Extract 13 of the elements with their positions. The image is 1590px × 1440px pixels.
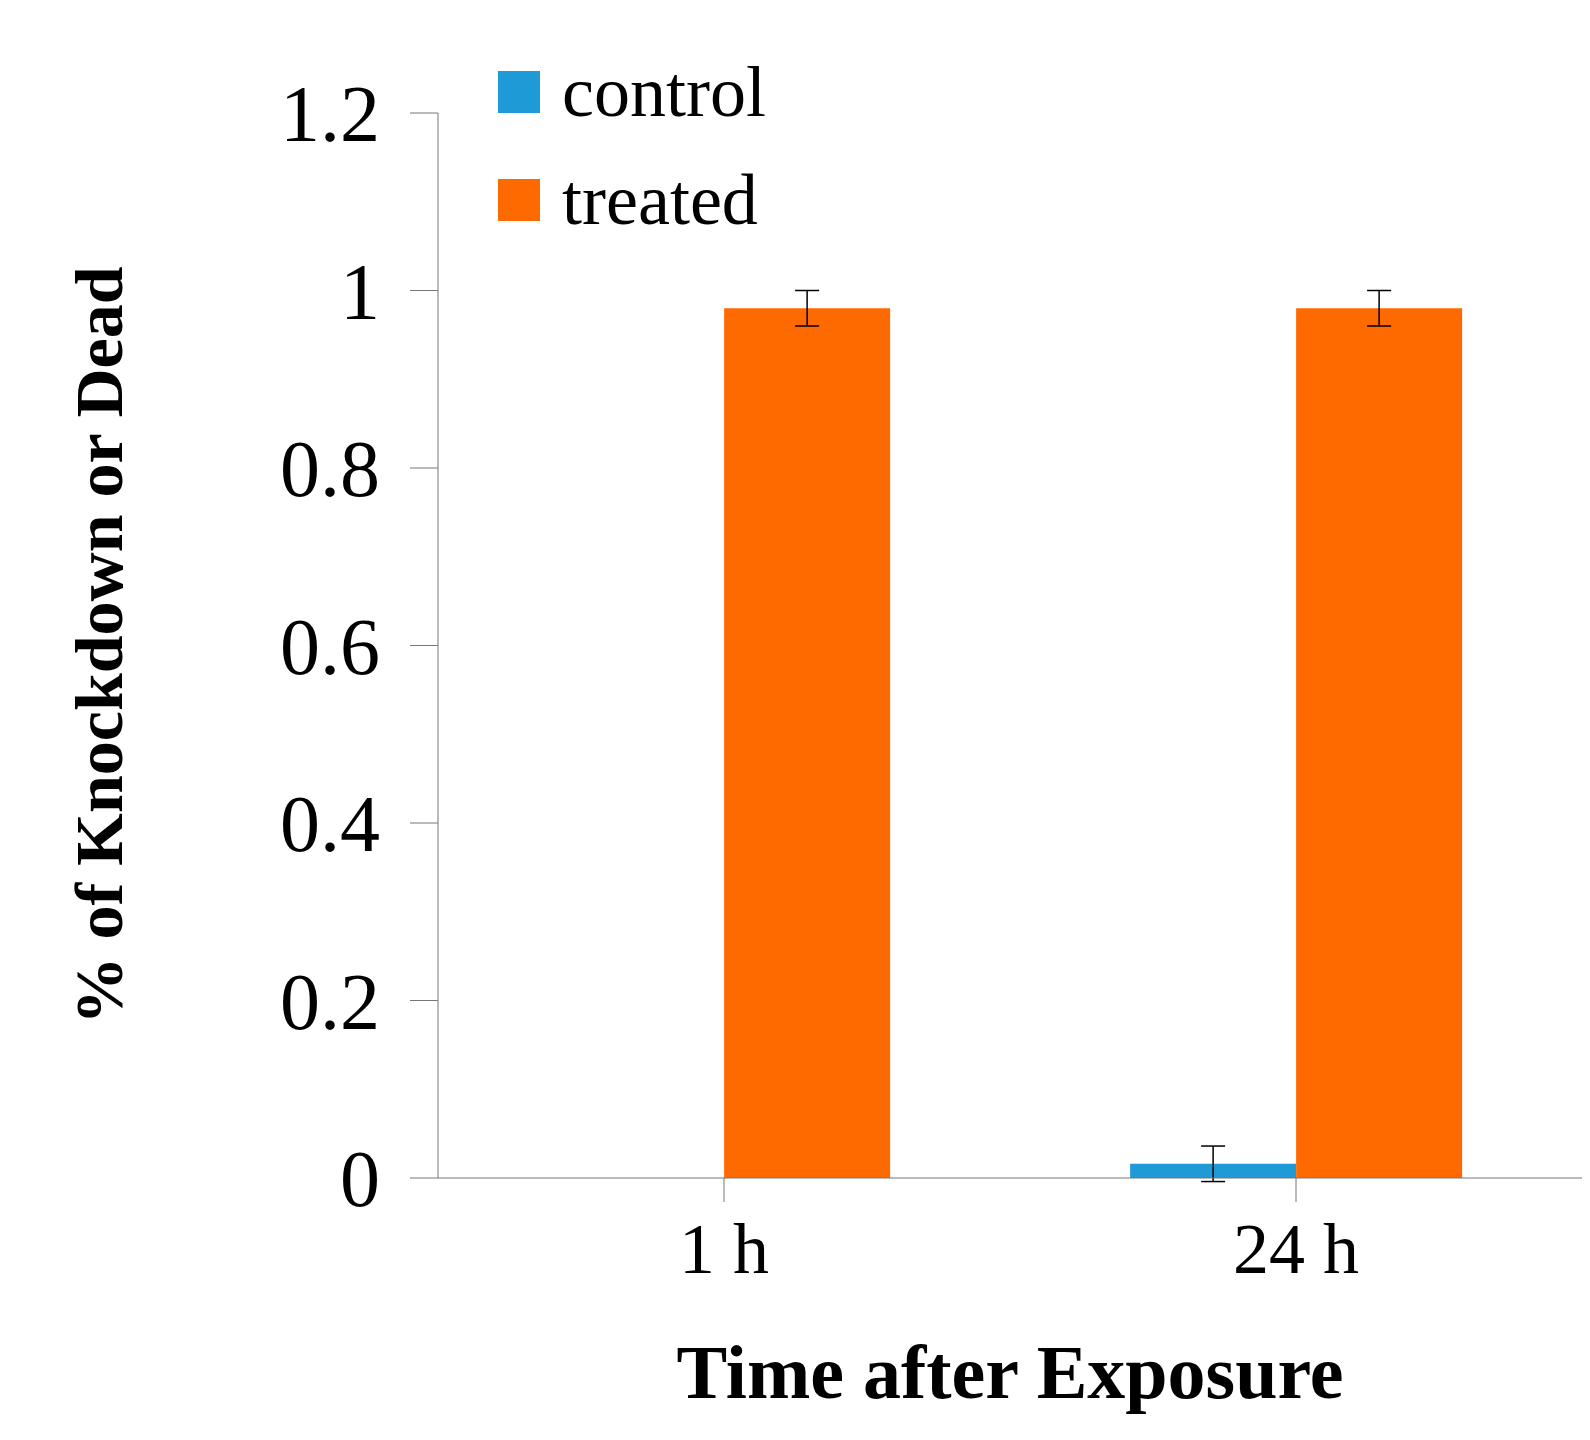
legend-label: treated bbox=[562, 158, 758, 242]
y-tick-label: 0.4 bbox=[280, 780, 380, 869]
y-tick-label: 1 bbox=[340, 247, 380, 336]
y-tick-label: 0 bbox=[340, 1135, 380, 1224]
y-axis-title: % of Knockdown or Dead bbox=[61, 266, 138, 1025]
y-tick-label: 0.8 bbox=[280, 425, 380, 514]
legend-label: control bbox=[562, 50, 766, 134]
x-tick-label: 24 h bbox=[1233, 1209, 1359, 1290]
y-tick-label: 0.2 bbox=[280, 957, 380, 1046]
x-axis-title: Time after Exposure bbox=[676, 1330, 1344, 1414]
y-tick-label: 1.2 bbox=[280, 70, 380, 159]
x-tick-label: 1 h bbox=[679, 1209, 769, 1290]
y-tick-label: 0.6 bbox=[280, 602, 380, 691]
